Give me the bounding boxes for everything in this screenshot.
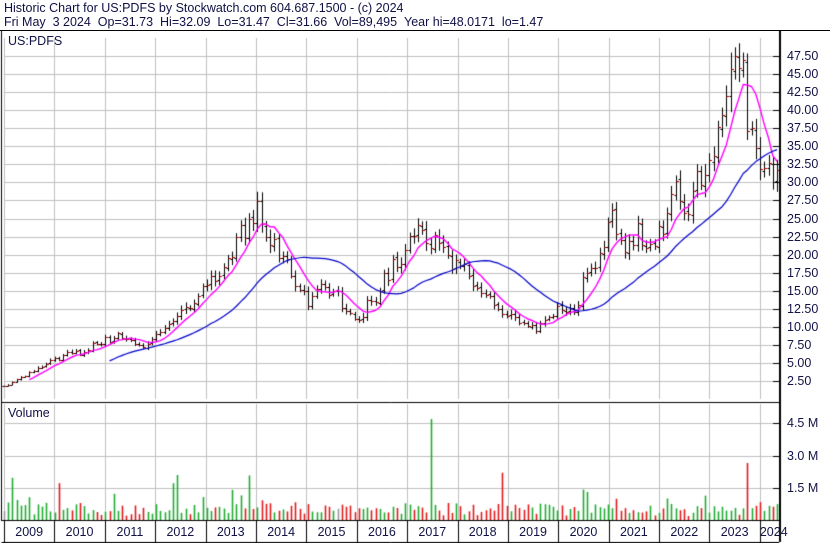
price-axis-tick-label: 42.50 xyxy=(787,85,819,100)
quote-close: Cl=31.66 xyxy=(276,15,328,29)
price-volume-canvas xyxy=(0,31,830,543)
header-divider xyxy=(0,30,830,31)
volume-axis-tick-label: 3.0 M xyxy=(787,448,819,463)
time-axis-tick-label: 2010 xyxy=(65,525,94,539)
quote-year-high: Year hi=48.0171 xyxy=(404,15,495,29)
quote-high: Hi=32.09 xyxy=(160,15,211,29)
time-axis-tick-label: 2015 xyxy=(317,525,346,539)
quote-volume: Vol=89,495 xyxy=(334,15,398,29)
price-axis-tick-label: 27.50 xyxy=(787,193,819,208)
chart-quote-line: Fri May 3 2024 Op=31.73 Hi=32.09 Lo=31.4… xyxy=(4,15,543,29)
price-axis-tick-label: 45.00 xyxy=(787,67,819,82)
time-axis-tick-label: 2023 xyxy=(720,525,749,539)
chart-title-line: Historic Chart for US:PDFS by Stockwatch… xyxy=(4,1,404,15)
price-axis-tick-label: 15.00 xyxy=(787,283,819,298)
time-axis-tick-label: 2016 xyxy=(368,525,396,539)
time-axis-tick-label: 2020 xyxy=(569,525,598,539)
time-axis-tick-label: 2024 xyxy=(759,525,788,539)
price-axis-tick-label: 40.00 xyxy=(787,103,819,118)
time-axis-tick-label: 2018 xyxy=(468,525,497,539)
price-axis-tick-label: 22.50 xyxy=(787,229,819,244)
chart-frame: US:PDFS Volume 47.50 45.00 42.50 40.00 37.50… xyxy=(0,31,830,543)
quote-low: Lo=31.47 xyxy=(217,15,270,29)
quote-date: Fri May 3 2024 xyxy=(4,15,91,29)
time-axis-tick-label: 2013 xyxy=(216,525,245,539)
price-axis-tick-label: 25.00 xyxy=(787,211,819,226)
time-axis-tick-label: 2012 xyxy=(166,525,195,539)
volume-axis-tick-label: 4.5 M xyxy=(787,416,819,431)
quote-open: Op=31.73 xyxy=(97,15,154,29)
time-axis-tick-label: 2022 xyxy=(670,525,699,539)
time-axis-tick-label: 2017 xyxy=(418,525,447,539)
quote-year-low: lo=1.47 xyxy=(501,15,544,29)
time-axis-tick-label: 2021 xyxy=(619,525,648,539)
volume-axis-tick-label: 1.5 M xyxy=(787,480,819,495)
price-axis-tick-label: 2.50 xyxy=(787,373,812,388)
chart-header: Historic Chart for US:PDFS by Stockwatch… xyxy=(0,0,830,70)
time-axis-tick-label: 2009 xyxy=(15,525,44,539)
price-axis-tick-label: 20.00 xyxy=(787,247,819,262)
price-axis-tick-label: 5.00 xyxy=(787,355,812,370)
time-axis-tick-label: 2019 xyxy=(519,525,547,539)
price-axis-tick-label: 10.00 xyxy=(787,319,819,334)
price-axis-tick-label: 17.50 xyxy=(787,265,819,280)
time-axis-tick-label: 2011 xyxy=(116,525,144,539)
price-panel-symbol-label: US:PDFS xyxy=(8,34,63,48)
volume-panel-label: Volume xyxy=(8,406,50,420)
price-axis-tick-label: 32.50 xyxy=(787,157,819,172)
price-axis-tick-label: 47.50 xyxy=(787,49,819,64)
price-axis-tick-label: 12.50 xyxy=(787,301,819,316)
price-axis-tick-label: 35.00 xyxy=(787,139,819,154)
price-axis-tick-label: 30.00 xyxy=(787,175,819,190)
price-axis-tick-label: 37.50 xyxy=(787,121,819,136)
price-axis-tick-label: 7.50 xyxy=(787,337,812,352)
time-axis-tick-label: 2014 xyxy=(267,525,296,539)
